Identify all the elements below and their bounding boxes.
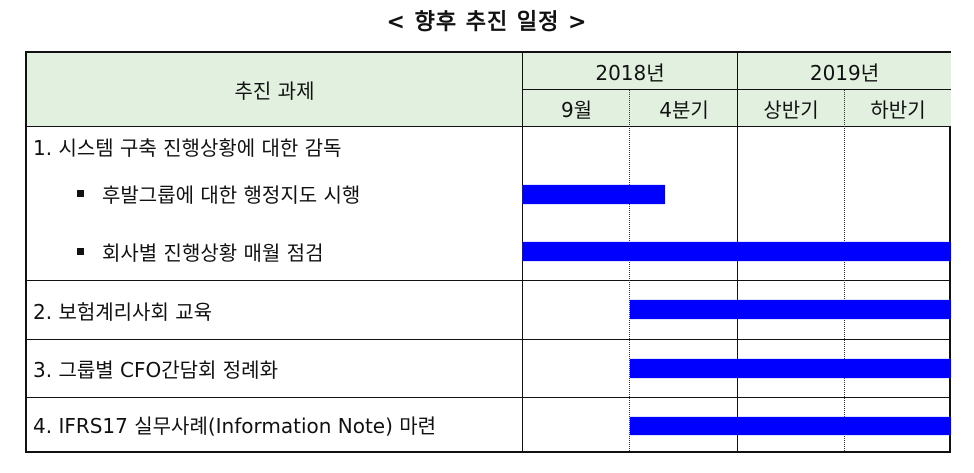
task-1: 1. 시스템 구축 진행상황에 대한 감독 [33,135,342,160]
gantt-bar-subtask-1-2 [523,242,951,261]
task-column-divider [522,53,523,451]
task-4: 4. IFRS17 실무사례(Information Note) 마련 [33,414,437,438]
schedule-table: 추진 과제 2018년 2019년 9월 4분기 상반기 하반기 1. 시스템 … [25,51,951,453]
task-3: 3. 그룹별 CFO간담회 정례화 [33,358,278,382]
row-divider [27,339,951,340]
header-period-h2: 하반기 [870,98,926,122]
gantt-bar-subtask-1-1 [523,185,665,204]
subtask-1-2: 회사별 진행상황 매월 점검 [77,233,323,269]
header-year-2019: 2019년 [809,61,880,85]
row-divider [27,397,951,398]
gantt-bar-task-3 [630,359,951,378]
header-period-h1: 상반기 [763,98,819,122]
period-divider [844,90,845,451]
subtask-1-1: 후발그룹에 대한 행정지도 시행 [77,175,360,211]
bullet-icon [77,189,84,197]
header-period-sep: 9월 [560,98,593,122]
gantt-bar-task-2 [630,300,951,319]
gantt-bar-task-4 [630,417,951,435]
header-period-q4: 4분기 [659,98,709,122]
header-bottom-border [27,126,951,127]
header-year-2018: 2018년 [595,61,665,85]
subtask-label: 후발그룹에 대한 행정지도 시행 [102,182,361,207]
bullet-icon [77,247,84,255]
page-title: < 향후 추진 일정 > [386,10,588,35]
period-divider [629,90,630,451]
subtask-label: 회사별 진행상황 매월 점검 [102,240,324,265]
task-2: 2. 보험계리사회 교육 [33,299,212,324]
row-divider [27,280,951,281]
header-task-column: 추진 과제 [234,79,315,103]
